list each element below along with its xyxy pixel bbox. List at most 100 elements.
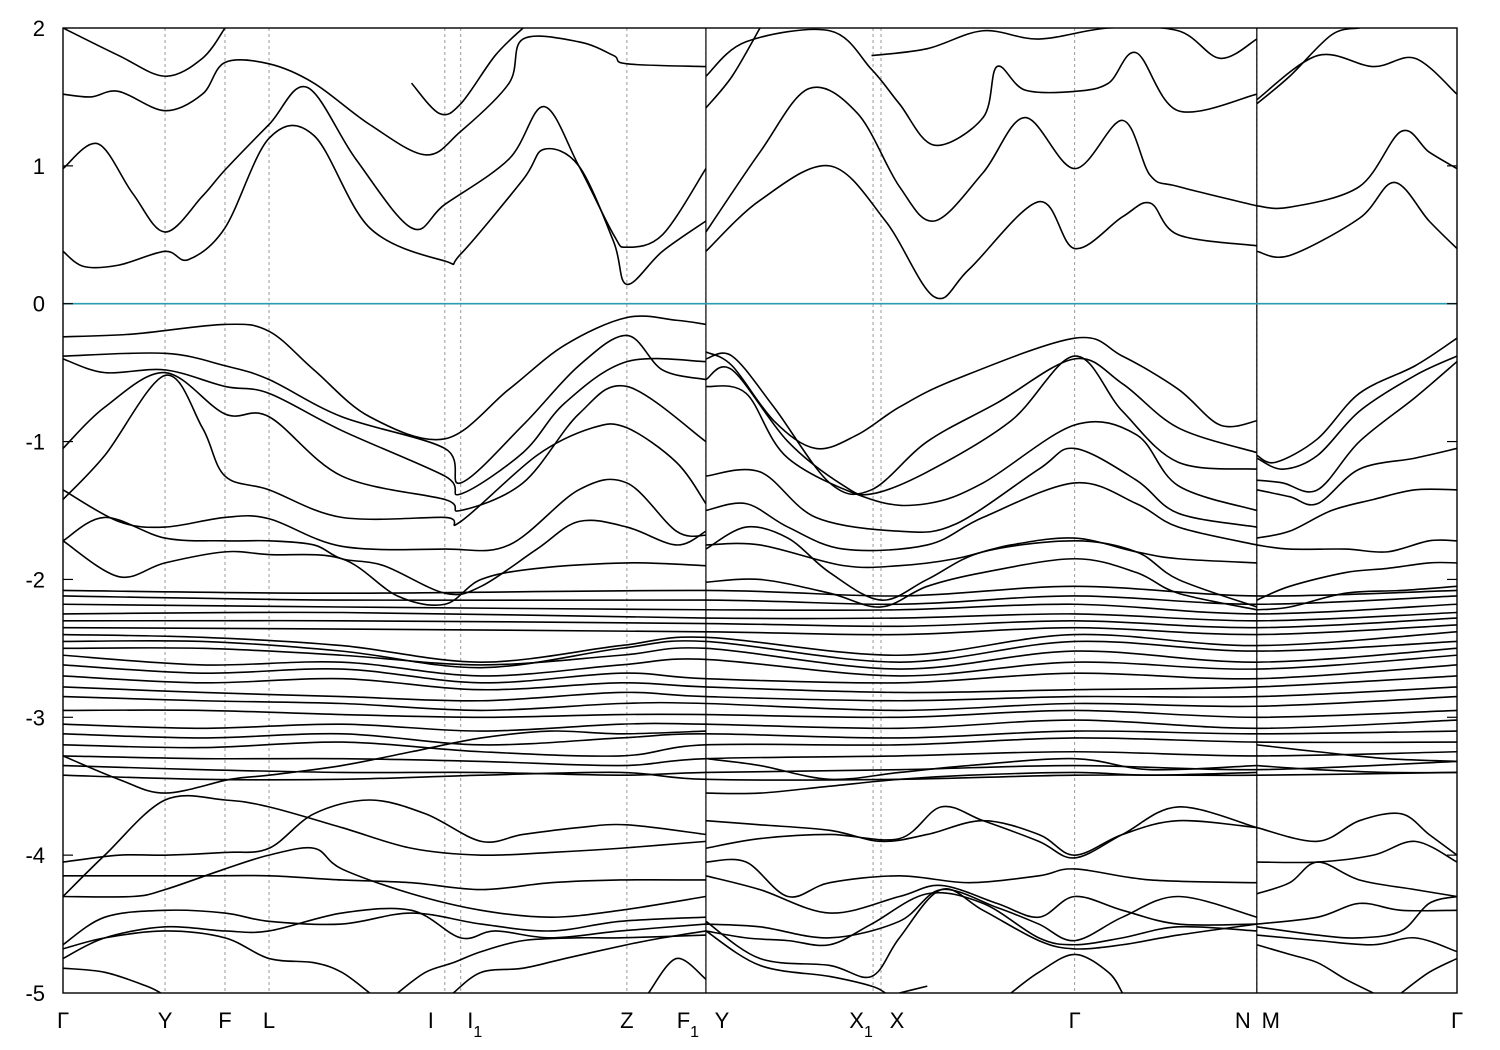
band-line <box>1010 953 1124 993</box>
plot-frame <box>62 27 1458 994</box>
band-line <box>705 819 1257 856</box>
band-line <box>1256 53 1457 101</box>
band-line <box>705 930 886 993</box>
k-point-subscript: 1 <box>690 1024 699 1041</box>
band-line <box>705 891 1257 947</box>
band-line <box>1400 957 1457 993</box>
band-line <box>63 478 707 552</box>
band-line <box>705 757 1257 781</box>
k-point-label: M <box>1262 1008 1280 1033</box>
band-line <box>63 124 707 286</box>
y-tick-label: -4 <box>25 843 45 868</box>
band-line <box>63 603 1457 615</box>
band-line <box>63 730 1457 746</box>
k-point-label: X <box>890 1008 905 1033</box>
band-line <box>63 794 706 898</box>
band-line <box>1256 943 1374 993</box>
band-line <box>705 525 1258 608</box>
band-line <box>1256 447 1457 506</box>
k-point-subscript: 1 <box>864 1024 873 1041</box>
band-line <box>63 967 161 993</box>
band-line <box>705 336 1257 450</box>
band-line <box>1256 934 1457 953</box>
k-point-label: I1 <box>467 1008 482 1041</box>
band-line <box>63 909 706 946</box>
band-line <box>63 85 707 249</box>
band-line <box>63 686 1457 702</box>
band-line <box>705 352 1258 496</box>
band-line <box>63 631 1457 663</box>
k-point-label: X1 <box>849 1008 873 1041</box>
band-line <box>63 585 1457 597</box>
band-line <box>63 750 1457 767</box>
band-line <box>63 771 1457 781</box>
band-line <box>705 481 1257 552</box>
band-line <box>1256 361 1457 493</box>
band-line <box>63 654 1457 677</box>
y-axis: 2 1 0 -1 -2 -3 -4 -5 <box>25 16 1457 1006</box>
k-point-label: Γ <box>1451 1008 1463 1033</box>
band-line <box>705 888 1257 979</box>
band-line <box>1256 561 1457 601</box>
band-line <box>63 664 1457 684</box>
band-line <box>705 355 1257 496</box>
band-line <box>1256 28 1360 105</box>
band-line <box>452 930 707 993</box>
band-line <box>1256 764 1457 774</box>
band-line <box>63 595 1457 606</box>
k-point-subscript: 1 <box>473 1024 482 1041</box>
band-line <box>1256 585 1457 611</box>
band-line <box>63 374 707 527</box>
k-point-label: Γ <box>1069 1008 1081 1033</box>
band-line <box>705 875 1257 926</box>
band-line <box>705 557 1257 611</box>
band-line <box>1256 812 1457 856</box>
band-line <box>63 709 1457 719</box>
band-line <box>63 516 707 596</box>
band-line <box>63 799 707 863</box>
band-line <box>1256 861 1457 898</box>
band-line <box>1256 744 1457 763</box>
y-tick-label: 0 <box>33 292 45 317</box>
k-point-label: F1 <box>677 1008 699 1041</box>
y-tick-label: -1 <box>25 430 45 455</box>
k-point-label: N <box>1235 1008 1251 1033</box>
band-line <box>1256 895 1457 939</box>
band-line <box>63 357 706 496</box>
band-line <box>705 805 1258 859</box>
band-lines <box>63 28 1457 993</box>
band-line <box>63 675 1457 694</box>
band-line <box>63 647 1457 670</box>
band-line <box>397 934 706 993</box>
band-line <box>63 639 1457 669</box>
band-line <box>63 874 706 891</box>
band-line <box>63 930 371 993</box>
high-symmetry-gridlines <box>164 28 1258 993</box>
band-line <box>705 771 1257 795</box>
k-point-label: I <box>428 1008 434 1033</box>
k-point-label: Y <box>158 1008 173 1033</box>
band-line <box>63 35 706 156</box>
band-line <box>705 447 1257 534</box>
band-line <box>705 888 1258 942</box>
y-tick-label: -5 <box>25 981 45 1006</box>
band-line <box>1256 902 1457 925</box>
band-line <box>63 737 1457 757</box>
band-line <box>63 28 226 78</box>
band-line <box>705 385 1258 512</box>
band-line <box>63 907 706 960</box>
k-point-label: Y <box>715 1008 730 1033</box>
band-line <box>705 28 1257 146</box>
band-line <box>1256 129 1457 210</box>
k-point-label: Z <box>620 1008 633 1033</box>
band-line <box>705 858 1257 898</box>
band-line <box>63 540 706 606</box>
band-line <box>705 164 1257 300</box>
band-line <box>63 846 707 918</box>
band-line <box>1256 355 1457 470</box>
band-line <box>63 624 1457 636</box>
k-point-label: Γ <box>57 1008 69 1033</box>
band-line <box>63 315 707 441</box>
